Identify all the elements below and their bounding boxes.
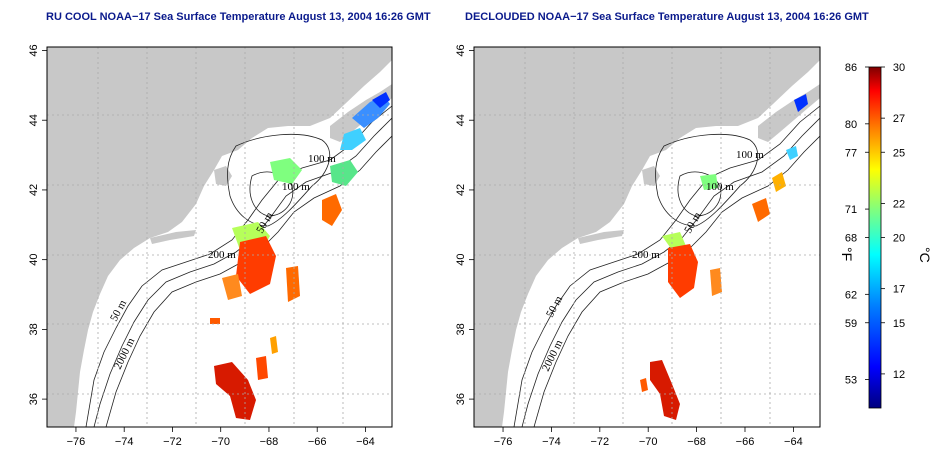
y-tick-label: 36 — [455, 393, 467, 405]
x-tick-label: −66 — [308, 436, 327, 448]
colorbar-label-fahrenheit: 59 — [845, 318, 857, 330]
y-tick-label: 44 — [455, 114, 467, 126]
colorbar-label-fahrenheit: 53 — [845, 375, 857, 387]
x-tick-label: −74 — [115, 436, 134, 448]
colorbar-label-celsius: 27 — [893, 113, 905, 125]
y-tick-label: 40 — [28, 254, 40, 266]
colorbar-gradient — [868, 66, 882, 409]
grid-lines — [47, 47, 392, 427]
colorbar-label-celsius: 17 — [893, 284, 905, 296]
x-axis: −76 −74 −72 −70 −68 −66 −64 — [494, 427, 803, 448]
x-tick-label: −76 — [67, 436, 86, 448]
y-tick-label: 42 — [455, 184, 467, 196]
colorbar-label-celsius: 25 — [893, 147, 905, 159]
colorbar-label-celsius: 20 — [893, 233, 905, 245]
land-mass — [474, 47, 820, 427]
colorbar-label-celsius: 22 — [893, 198, 905, 210]
colorbar-label-celsius: 30 — [893, 62, 905, 74]
colorbar-label-fahrenheit: 77 — [845, 147, 857, 159]
contour-label-100m-b: 100 m — [706, 181, 734, 193]
contour-label-200m: 200 m — [632, 249, 660, 261]
x-tick-label: −74 — [542, 436, 561, 448]
x-tick-label: −66 — [736, 436, 755, 448]
x-axis: −76 −74 −72 −70 −68 −66 −64 — [67, 427, 375, 448]
map-title-right: DECLOUDED NOAA−17 Sea Surface Temperatur… — [465, 11, 869, 23]
colorbar-ticks: 30 27 25 22 20 17 15 12 86 80 77 71 68 62 59 53 — [845, 62, 905, 387]
y-tick-label: 42 — [28, 184, 40, 196]
colorbar-label-fahrenheit: 68 — [845, 233, 857, 245]
x-tick-label: −68 — [260, 436, 279, 448]
land-mass — [47, 47, 392, 427]
x-tick-label: −64 — [784, 436, 803, 448]
sst-data-patches — [210, 92, 390, 420]
x-tick-label: −64 — [356, 436, 375, 448]
y-tick-label: 46 — [28, 44, 40, 56]
y-tick-label: 46 — [455, 44, 467, 56]
y-tick-label: 40 — [455, 254, 467, 266]
y-tick-label: 36 — [28, 393, 40, 405]
map-frame — [46, 46, 393, 428]
land-long-island — [150, 230, 196, 244]
colorbar-label-celsius: 12 — [893, 369, 905, 381]
colorbar-unit-celsius: °C — [917, 247, 933, 263]
bathymetry-contours — [513, 105, 820, 427]
y-tick-label: 44 — [28, 114, 40, 126]
y-tick-label: 38 — [455, 323, 467, 335]
map-left: 100 m 100 m 50 m 200 m 50 m 2000 m −76 −7… — [28, 44, 393, 448]
x-tick-label: −72 — [163, 436, 182, 448]
sst-data-patches — [640, 94, 808, 420]
contour-label-100m-a: 100 m — [308, 153, 336, 165]
map-title-left: RU COOL NOAA−17 Sea Surface Temperature … — [46, 11, 431, 23]
contour-label-100m-b: 100 m — [282, 181, 310, 193]
land-long-island — [578, 230, 624, 244]
x-tick-label: −76 — [494, 436, 513, 448]
colorbar: 30 27 25 22 20 17 15 12 86 80 77 71 68 62 59 53 °F °C — [839, 62, 933, 409]
y-axis: 36 38 40 42 44 46 — [455, 44, 474, 405]
x-tick-label: −72 — [590, 436, 609, 448]
map-frame — [473, 46, 821, 428]
y-axis: 36 38 40 42 44 46 — [28, 44, 47, 405]
colorbar-unit-fahrenheit: °F — [839, 247, 855, 261]
x-tick-label: −70 — [639, 436, 658, 448]
x-tick-label: −68 — [687, 436, 706, 448]
colorbar-label-fahrenheit: 71 — [845, 204, 857, 216]
colorbar-label-celsius: 15 — [893, 318, 905, 330]
map-right: 100 m 100 m 50 m 200 m 50 m 2000 m −76 −7… — [455, 44, 821, 448]
colorbar-label-fahrenheit: 80 — [845, 119, 857, 131]
colorbar-label-fahrenheit: 86 — [845, 62, 857, 74]
contour-label-200m: 200 m — [208, 249, 236, 261]
grid-lines — [474, 47, 820, 427]
contour-label-100m-a: 100 m — [736, 149, 764, 161]
colorbar-label-fahrenheit: 62 — [845, 289, 857, 301]
x-tick-label: −70 — [211, 436, 230, 448]
y-tick-label: 38 — [28, 323, 40, 335]
